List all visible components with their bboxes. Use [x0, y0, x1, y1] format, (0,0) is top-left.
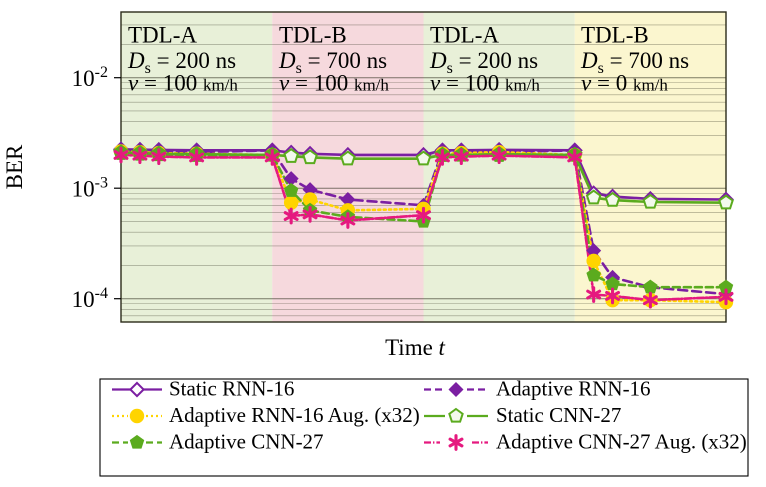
svg-text:Adaptive CNN-27 Aug. (x32): Adaptive CNN-27 Aug. (x32) — [496, 430, 747, 454]
svg-text:BER: BER — [2, 144, 27, 189]
svg-text:Static RNN-16: Static RNN-16 — [169, 377, 294, 401]
svg-text:Adaptive CNN-27: Adaptive CNN-27 — [169, 430, 324, 454]
svg-text:10-3: 10-3 — [72, 175, 108, 202]
svg-text:10-4: 10-4 — [72, 285, 108, 312]
svg-text:Static CNN-27: Static CNN-27 — [496, 403, 621, 427]
svg-text:TDL-A: TDL-A — [430, 23, 499, 48]
svg-text:Time t: Time t — [385, 335, 445, 360]
svg-text:TDL-B: TDL-B — [279, 23, 347, 48]
svg-text:Adaptive RNN-16 Aug. (x32): Adaptive RNN-16 Aug. (x32) — [169, 403, 420, 427]
svg-text:Adaptive RNN-16: Adaptive RNN-16 — [496, 377, 651, 401]
svg-text:TDL-B: TDL-B — [581, 23, 649, 48]
svg-text:10-2: 10-2 — [72, 64, 108, 91]
svg-text:TDL-A: TDL-A — [128, 23, 197, 48]
